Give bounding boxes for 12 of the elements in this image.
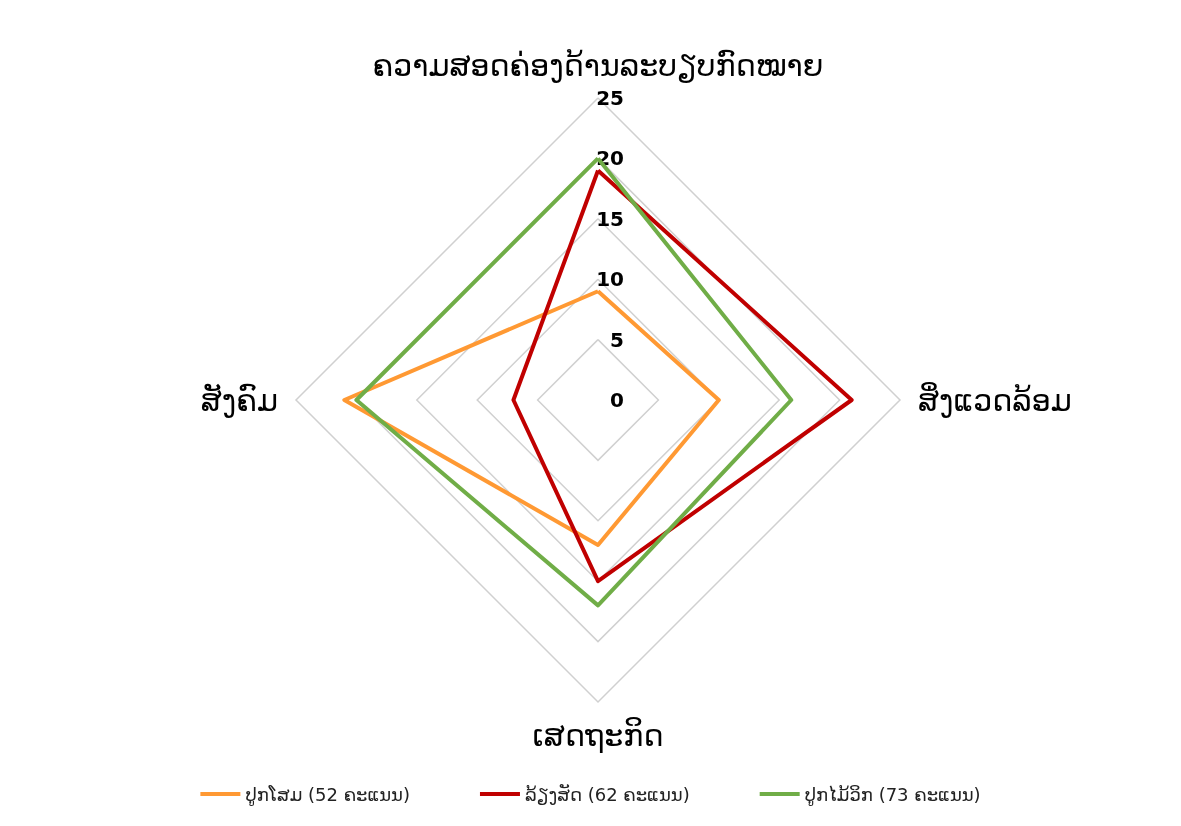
spoke-label: ຄວາມສອດຄ່ອງດ້ານລະບຽບກົດໝາຍ (372, 47, 824, 83)
spoke-label: ສັງຄົມ (200, 382, 278, 418)
y-tick-label: 5 (610, 327, 624, 352)
spoke-label: ເສດຖະກິດ (532, 717, 664, 753)
y-tick-label: 15 (596, 206, 624, 231)
y-tick-label: 25 (596, 86, 624, 110)
legend-label: ປູກໄມ້ວິກ (73 ຄະແນນ) (804, 783, 981, 806)
y-tick-label: 0 (610, 388, 624, 412)
legend-label: ປູກໂສມ (52 ຄະແນນ) (245, 783, 410, 806)
legend-label: ລ້ຽງສັດ (62 ຄະແນນ) (524, 783, 690, 805)
y-tick-label: 10 (596, 267, 624, 292)
spoke-label: ສິ່ງແວດລ້ອມ (918, 381, 1072, 418)
